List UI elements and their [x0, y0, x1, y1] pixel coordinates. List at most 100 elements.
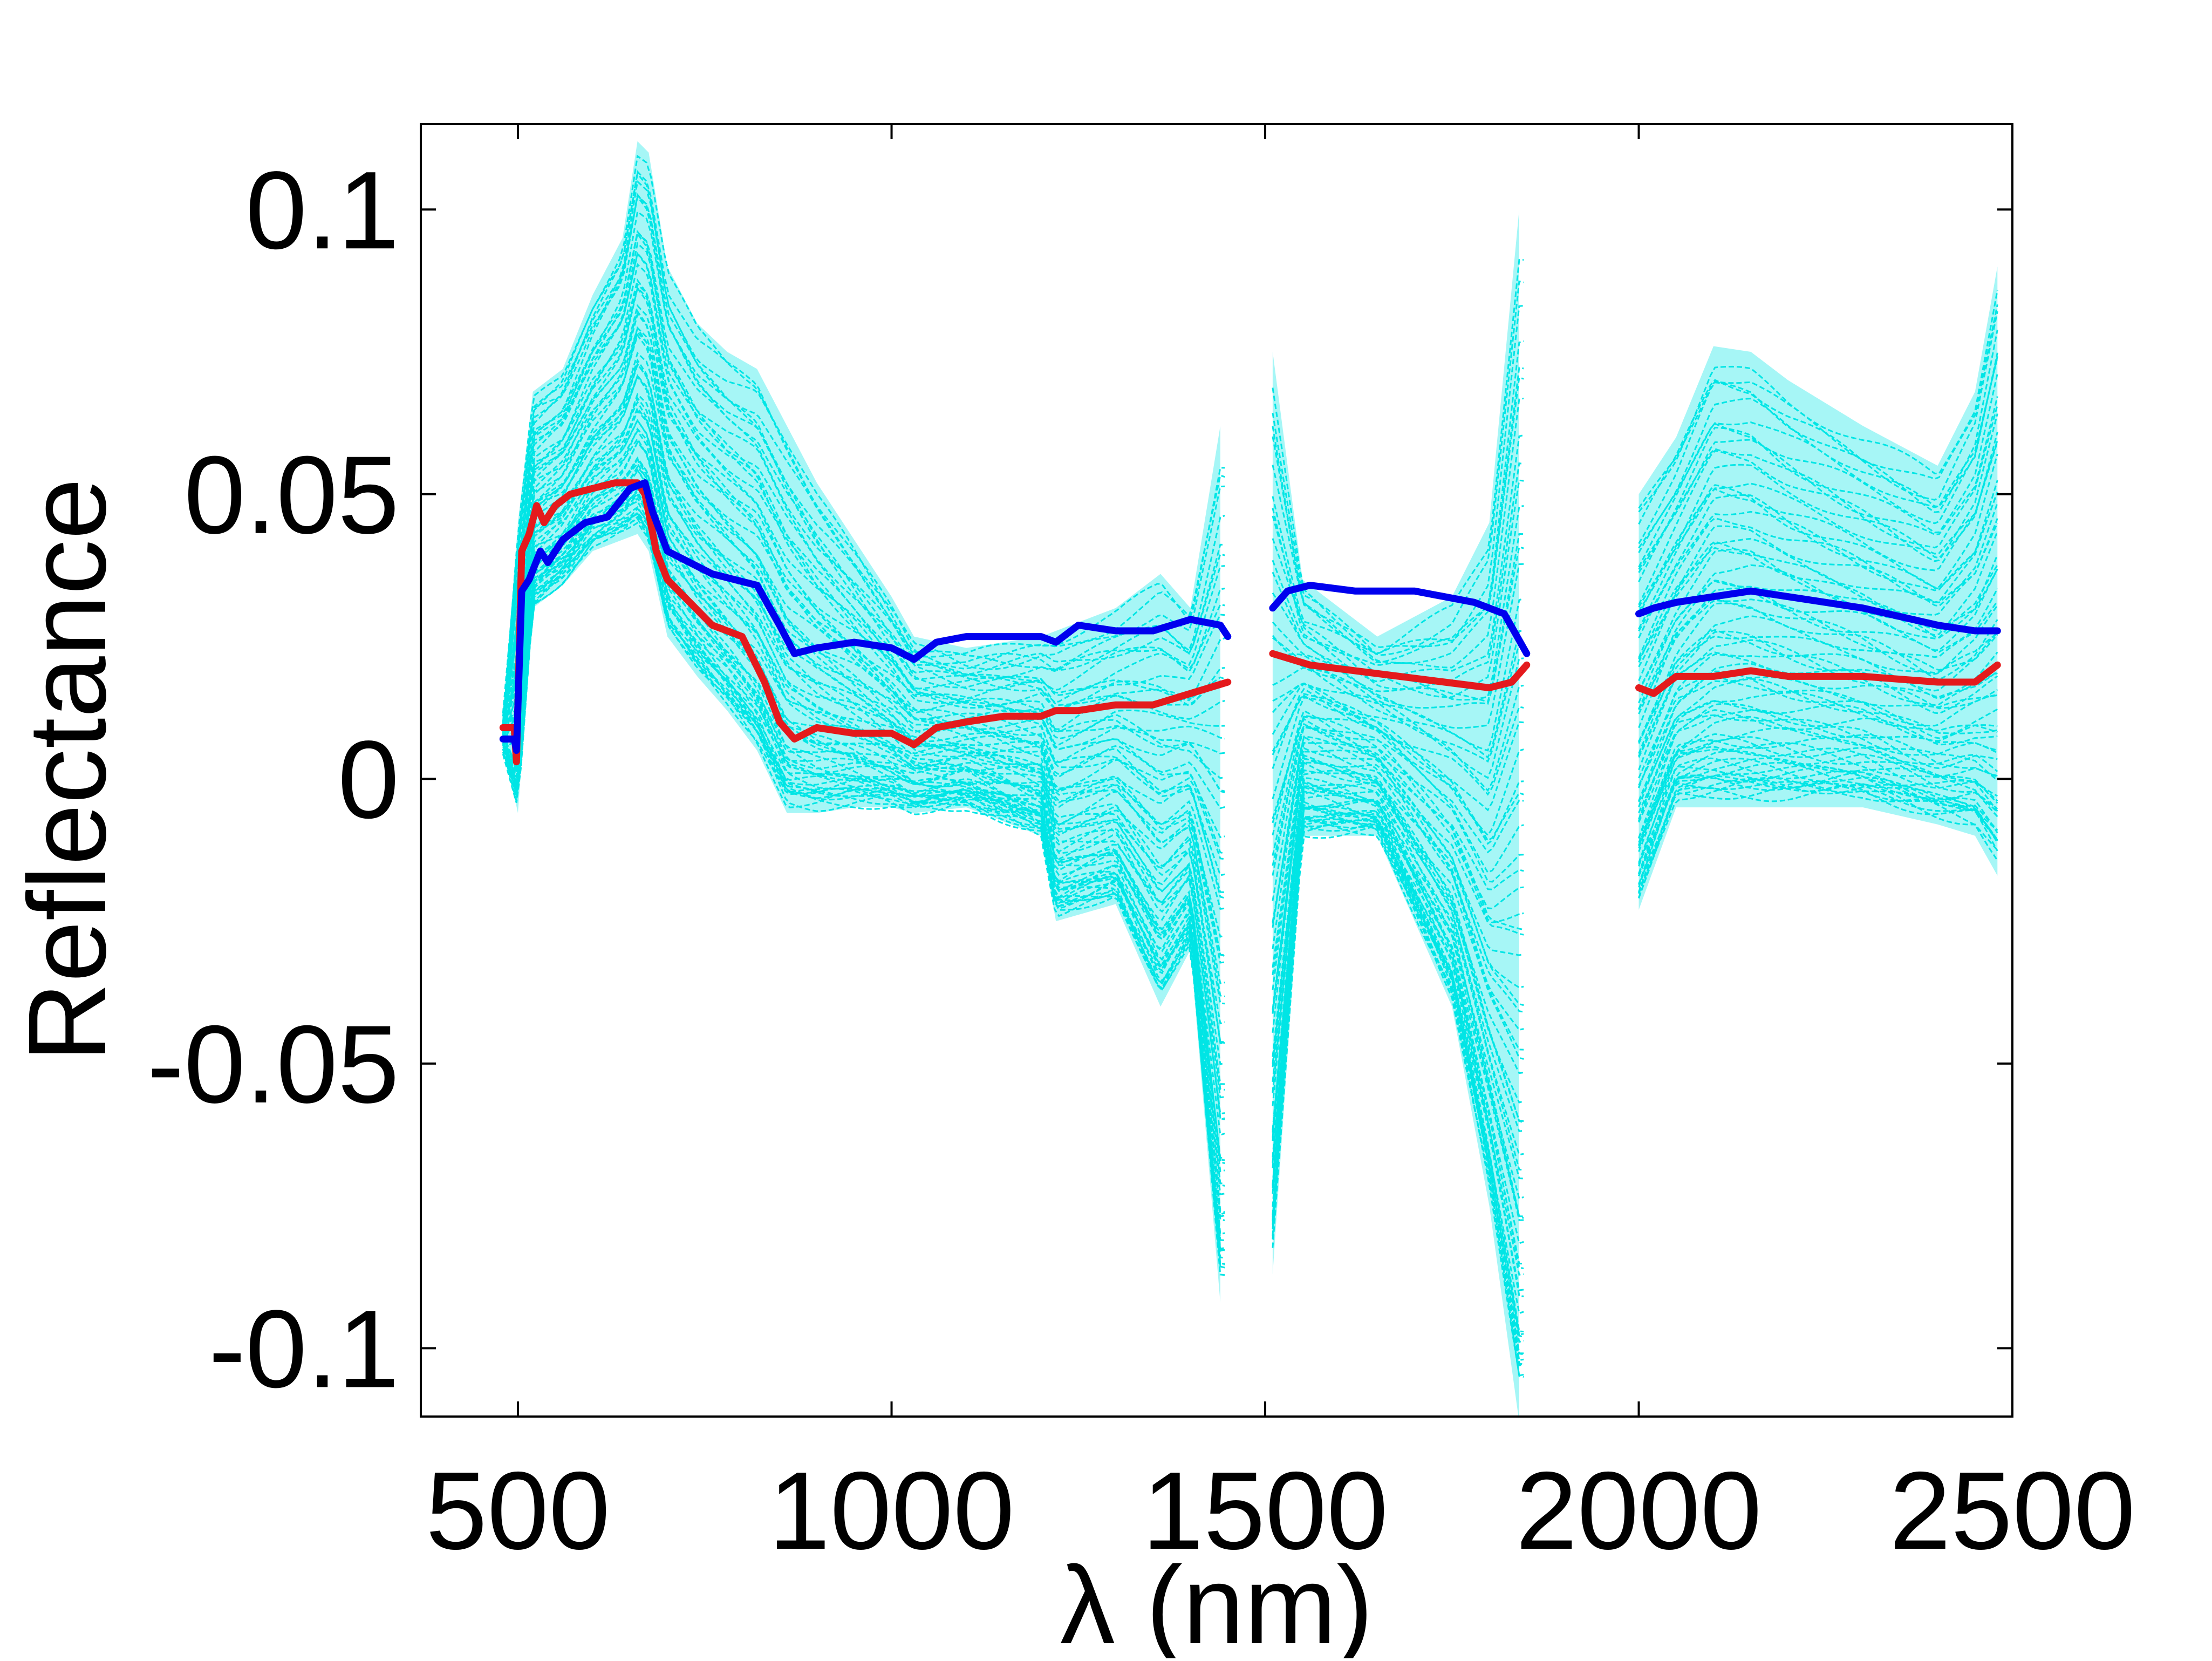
- spectrum-line: [502, 493, 1225, 1221]
- spectrum-line: [1638, 587, 1998, 710]
- series-1-segment-1: [499, 479, 1232, 766]
- spectrum-line: [502, 512, 1225, 1242]
- y-tick-label: -0.1: [209, 1287, 399, 1411]
- x-tick-label: 2500: [1889, 1449, 2135, 1572]
- spectrum-line: [1272, 546, 1524, 709]
- spectrum-line: [1638, 373, 1998, 573]
- spectrum-line: [502, 480, 1225, 1196]
- spectrum-line: [1638, 352, 1998, 549]
- series-2-segment-3: [1635, 587, 2001, 635]
- spectrum-line: [502, 278, 1225, 754]
- spectrum-line: [503, 418, 1225, 1044]
- spectrum-line: [1272, 742, 1524, 936]
- spectrum-line: [1272, 736, 1524, 989]
- spectrum-line: [502, 154, 1225, 726]
- spectrum-line: [502, 193, 1225, 726]
- spectrum-line: [502, 263, 1225, 730]
- spectrum-line: [1272, 769, 1524, 1074]
- spectrum-line: [502, 374, 1225, 956]
- spectrum-line: [502, 507, 1225, 1235]
- spectrum-line: [502, 441, 1225, 1115]
- spectrum-line: [1638, 773, 1998, 898]
- y-tick-label: 0.1: [245, 148, 399, 272]
- spectrum-line: [1638, 781, 1998, 876]
- spectrum-line: [1638, 737, 1998, 846]
- x-tick-label: 1000: [769, 1449, 1015, 1572]
- x-tick-label: 500: [426, 1449, 610, 1572]
- spectrum-line: [502, 312, 1225, 809]
- mean-spectra: [499, 479, 2001, 766]
- spectrum-line: [502, 400, 1225, 1005]
- spectrum-line: [1638, 761, 1998, 875]
- spectrum-line: [1638, 758, 1998, 876]
- spectra-envelope: [502, 141, 1998, 1417]
- spectrum-line: [1272, 807, 1524, 1297]
- spectrum-line: [1272, 784, 1524, 1180]
- spectrum-line: [1272, 812, 1524, 1297]
- spectrum-line: [502, 406, 1225, 997]
- spectrum-line: [502, 251, 1225, 735]
- spectrum-line: [502, 437, 1225, 1091]
- spectrum-line: [1272, 710, 1524, 883]
- spectrum-line: [1272, 804, 1524, 1336]
- spectrum-line: [1638, 304, 1998, 509]
- spectrum-line: [1638, 784, 1998, 899]
- spectrum-line: [1638, 778, 1998, 884]
- spectrum-line: [1638, 678, 1998, 802]
- spectrum-line: [1638, 615, 1998, 742]
- spectrum-line: [1272, 816, 1524, 1315]
- spectrum-line: [1272, 819, 1524, 1362]
- spectrum-line: [502, 374, 1225, 957]
- y-axis-ticks: -0.1 -0.05 0 0.05 0.1: [147, 148, 2012, 1411]
- spectrum-line: [1638, 709, 1998, 813]
- spectrum-line: [1638, 564, 1998, 703]
- spectrum-line: [502, 440, 1225, 1085]
- spectrum-line: [1638, 670, 1998, 801]
- spectrum-line: [502, 326, 1225, 860]
- spectrum-line: [1272, 780, 1524, 1156]
- spectrum-line: [1638, 564, 1998, 692]
- series-1-segment-2: [1269, 650, 1531, 691]
- spectrum-line: [502, 230, 1225, 733]
- x-axis-label: λ (nm): [1060, 1543, 1374, 1658]
- spectrum-line: [1272, 790, 1524, 1219]
- spectrum-line: [1638, 531, 1998, 681]
- spectrum-line: [1638, 703, 1998, 823]
- spectrum-line: [1638, 518, 1998, 660]
- spectrum-line: [1638, 714, 1998, 820]
- spectrum-line: [1638, 502, 1998, 668]
- spectrum-line: [1638, 629, 1998, 754]
- spectrum-line: [1272, 695, 1524, 837]
- spectrum-line: [502, 458, 1225, 1119]
- spectrum-line: [502, 494, 1225, 1218]
- spectrum-line: [1638, 480, 1998, 632]
- spectrum-line: [1638, 757, 1998, 874]
- spectrum-line: [1272, 818, 1524, 1356]
- spectrum-line: [1638, 441, 1998, 608]
- x-tick-label: 2000: [1515, 1449, 1762, 1572]
- spectrum-line: [1272, 657, 1524, 779]
- spectrum-line: [502, 362, 1225, 899]
- spectrum-line: [1272, 777, 1524, 1171]
- spectrum-line: [1272, 397, 1524, 669]
- spectrum-line: [502, 283, 1225, 740]
- spectrum-line: [1638, 290, 1998, 513]
- spectrum-line: [1638, 632, 1998, 743]
- spectrum-line: [1638, 733, 1998, 852]
- envelope-band-3: [1638, 266, 1998, 910]
- spectrum-line: [502, 513, 1225, 1269]
- spectrum-line: [1272, 718, 1524, 874]
- spectrum-line: [1638, 329, 1998, 544]
- spectrum-line: [1272, 563, 1524, 729]
- spectrum-line: [1272, 376, 1524, 664]
- spectrum-line: [502, 392, 1225, 984]
- spectrum-line: [502, 194, 1225, 731]
- spectrum-line: [502, 309, 1225, 793]
- y-axis-label: Reflectance: [5, 478, 129, 1063]
- spectrum-line: [1272, 758, 1524, 1122]
- x-tick-label: 1500: [1142, 1449, 1388, 1572]
- spectrum-line: [1638, 311, 1998, 525]
- spectrum-line: [1272, 750, 1524, 1013]
- spectrum-line: [502, 304, 1225, 792]
